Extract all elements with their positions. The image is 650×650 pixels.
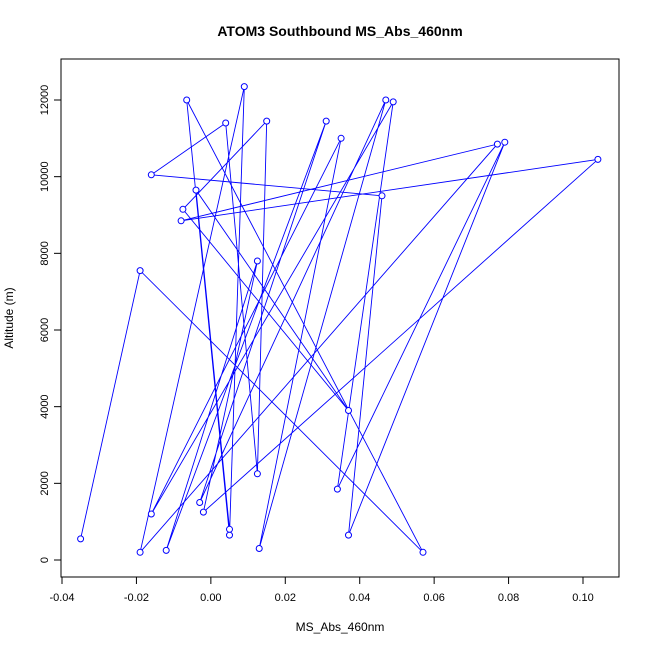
y-ticks: 0 2000 4000 6000 8000 10000 12000 bbox=[39, 85, 61, 563]
data-point bbox=[192, 186, 200, 194]
y-axis-label: Altitude (m) bbox=[2, 287, 16, 348]
data-point bbox=[419, 548, 427, 556]
data-point bbox=[594, 155, 602, 163]
data-point bbox=[345, 531, 352, 539]
data-point bbox=[183, 96, 191, 104]
data-point bbox=[333, 485, 341, 493]
x-axis: -0.04 -0.02 0.00 0.02 0.04 0.06 0.08 0.10 bbox=[49, 576, 594, 604]
chart-title: ATOM3 Southbound MS_Abs_460nm bbox=[217, 23, 462, 39]
data-point bbox=[196, 499, 204, 506]
data-point bbox=[322, 117, 330, 125]
x-tick-label: 0.10 bbox=[572, 592, 593, 604]
y-tick-label: 6000 bbox=[39, 318, 51, 342]
data-point bbox=[255, 545, 263, 552]
data-point bbox=[240, 83, 248, 91]
x-tick-label: -0.04 bbox=[49, 592, 74, 604]
y-axis: 0 2000 4000 6000 8000 10000 12000 bbox=[39, 85, 62, 563]
data-point bbox=[199, 508, 207, 516]
x-tick-label: -0.02 bbox=[124, 592, 149, 604]
data-point bbox=[162, 546, 170, 554]
series-layer bbox=[77, 83, 602, 556]
data-point bbox=[177, 217, 185, 225]
y-tick-label: 0 bbox=[39, 557, 51, 563]
y-tick-label: 4000 bbox=[39, 394, 51, 418]
x-tick-label: 0.00 bbox=[200, 592, 221, 604]
x-tick-label: 0.02 bbox=[275, 592, 296, 604]
data-point bbox=[337, 134, 345, 142]
data-point bbox=[253, 470, 261, 478]
data-point bbox=[389, 98, 397, 106]
x-tick-label: 0.08 bbox=[498, 592, 519, 604]
data-point bbox=[222, 119, 230, 127]
data-point bbox=[136, 548, 144, 556]
data-point bbox=[382, 96, 390, 104]
y-tick-label: 2000 bbox=[39, 471, 51, 495]
data-point bbox=[179, 205, 187, 213]
x-tick-label: 0.04 bbox=[349, 592, 370, 604]
y-tick-label: 8000 bbox=[39, 241, 51, 265]
plot-area bbox=[60, 58, 620, 578]
data-point bbox=[147, 171, 155, 179]
data-point bbox=[493, 140, 501, 148]
data-point bbox=[253, 257, 261, 265]
data-point bbox=[147, 510, 155, 518]
data-point bbox=[263, 117, 271, 125]
y-tick-label: 12000 bbox=[39, 85, 51, 116]
data-point bbox=[501, 138, 509, 146]
x-tick-label: 0.06 bbox=[423, 592, 444, 604]
data-point bbox=[345, 407, 352, 414]
data-point bbox=[226, 525, 233, 533]
x-ticks: -0.04 -0.02 0.00 0.02 0.04 0.06 0.08 0.10 bbox=[49, 577, 594, 604]
data-point bbox=[136, 267, 144, 275]
data-point bbox=[226, 531, 233, 539]
x-axis-label: MS_Abs_460nm bbox=[296, 620, 385, 634]
y-tick-label: 10000 bbox=[39, 161, 51, 192]
data-point bbox=[378, 192, 386, 200]
series-line bbox=[80, 86, 600, 553]
data-point bbox=[77, 535, 85, 543]
